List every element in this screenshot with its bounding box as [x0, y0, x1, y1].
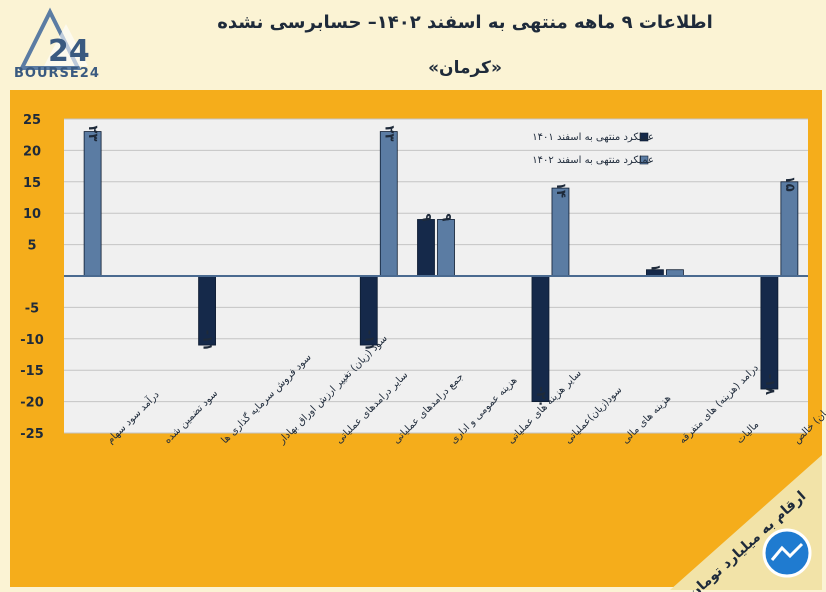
legend-swatch [639, 132, 649, 142]
bar [83, 131, 102, 277]
data-label: ۲۳ [381, 126, 396, 142]
bar [760, 275, 779, 390]
bar [531, 275, 550, 402]
y-tick-label: 10 [23, 207, 41, 222]
trend-arrow-icon [770, 542, 804, 561]
y-tick-label: 15 [23, 176, 41, 191]
data-label: -۱۱ [200, 330, 215, 351]
bar [437, 219, 455, 277]
data-label: ۱۴ [553, 182, 568, 198]
legend-swatch [639, 155, 649, 165]
data-label: ۲۳ [85, 126, 100, 142]
y-tick-label: -25 [20, 427, 44, 442]
data-label: ۹ [419, 213, 434, 221]
data-label: -۱۸ [762, 374, 777, 395]
data-label: -۱۱ [361, 330, 376, 351]
bourse24-logo-icon: 24 [18, 7, 90, 70]
data-label: -۲۰ [533, 386, 548, 407]
y-tick-label: -20 [20, 396, 44, 411]
logo-text: BOURSE24 [14, 66, 100, 81]
data-label: ۱۵ [782, 176, 797, 192]
chart-subtitle: «کرمان» [428, 58, 502, 78]
bar [780, 181, 799, 277]
bar [417, 219, 435, 277]
data-label: ۱ [647, 264, 662, 272]
chart-title: اطلاعات ۹ ماهه منتهی به اسفند ۱۴۰۲– حساب… [217, 12, 713, 33]
legend-label: عملکرد منتهی به اسفند ۱۴۰۲ [532, 155, 654, 166]
y-tick-label: -15 [20, 364, 44, 379]
y-tick-label: 5 [27, 239, 36, 254]
legend-label: عملکرد منتهی به اسفند ۱۴۰۱ [532, 132, 654, 143]
data-label: ۹ [439, 213, 454, 221]
svg-text:24: 24 [48, 34, 90, 69]
y-tick-label: -5 [25, 301, 39, 316]
bar [551, 187, 570, 277]
bar [379, 131, 398, 277]
y-tick-label: 20 [23, 144, 41, 159]
y-tick-label: 25 [23, 113, 41, 128]
y-tick-label: -10 [20, 333, 44, 348]
